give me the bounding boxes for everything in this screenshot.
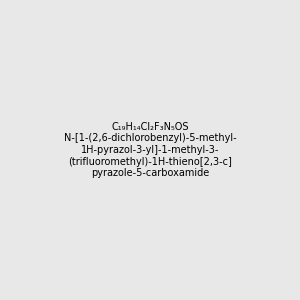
Text: C₁₉H₁₄Cl₂F₃N₅OS
N-[1-(2,6-dichlorobenzyl)-5-methyl-
1H-pyrazol-3-yl]-1-methyl-3-: C₁₉H₁₄Cl₂F₃N₅OS N-[1-(2,6-dichlorobenzyl…: [64, 122, 236, 178]
